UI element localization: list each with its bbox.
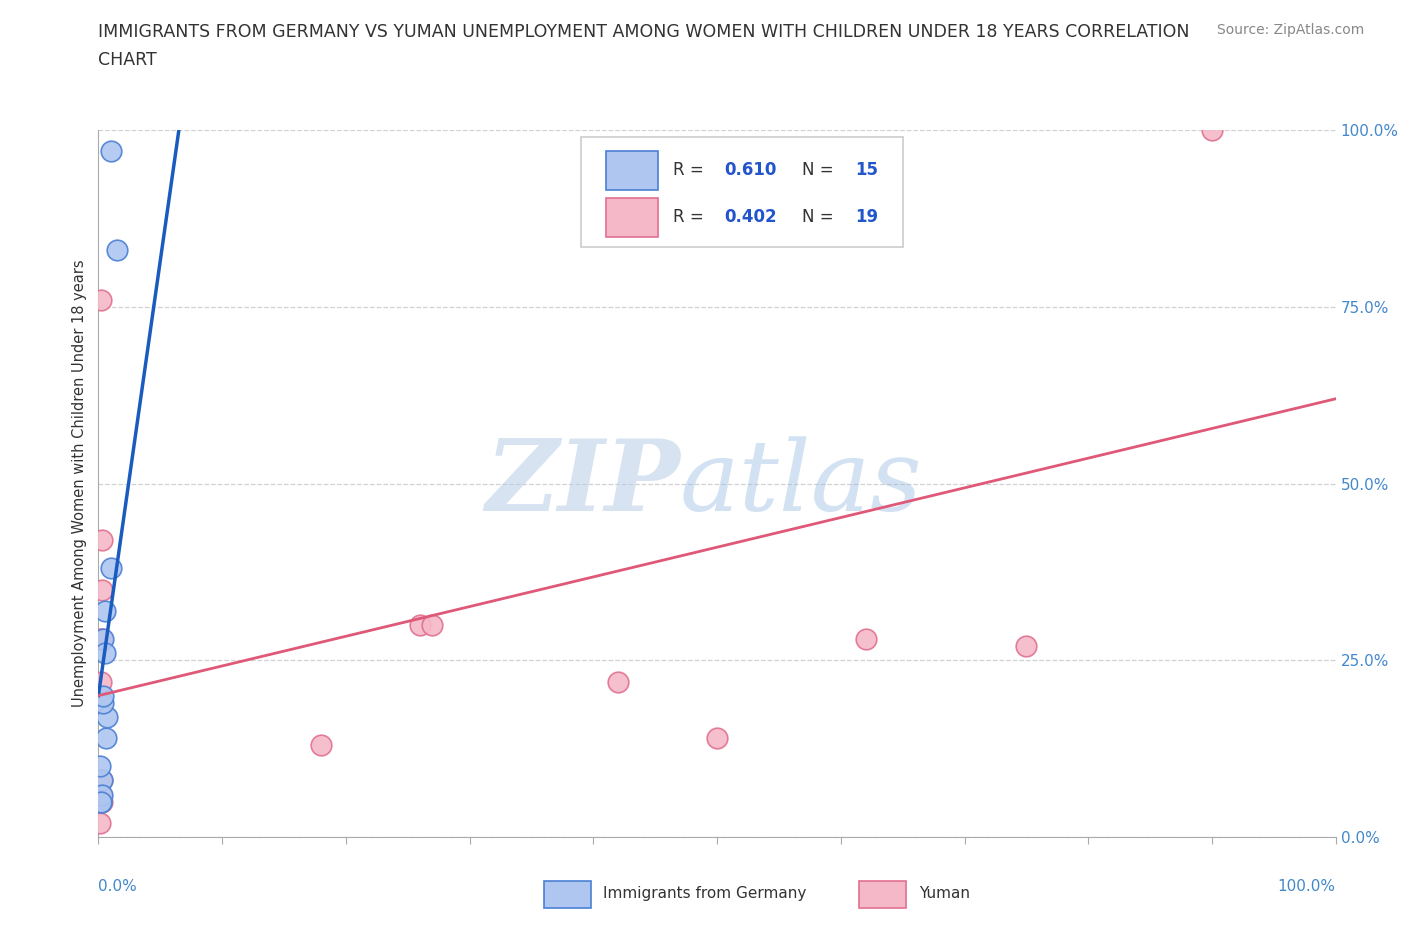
FancyBboxPatch shape bbox=[606, 151, 658, 190]
Text: 0.0%: 0.0% bbox=[98, 880, 138, 895]
Point bbox=[91, 696, 114, 711]
Text: CHART: CHART bbox=[98, 51, 157, 69]
Text: 0.402: 0.402 bbox=[724, 208, 778, 226]
Text: ZIP: ZIP bbox=[485, 435, 681, 532]
Y-axis label: Unemployment Among Women with Children Under 18 years: Unemployment Among Women with Children U… bbox=[72, 259, 87, 708]
Point bbox=[1201, 123, 1223, 138]
Point bbox=[89, 816, 111, 830]
Point bbox=[90, 773, 112, 788]
Point bbox=[100, 144, 122, 159]
Text: 15: 15 bbox=[856, 162, 879, 179]
Text: N =: N = bbox=[803, 162, 839, 179]
Text: 0.610: 0.610 bbox=[724, 162, 778, 179]
Point bbox=[93, 604, 115, 618]
Point bbox=[706, 731, 728, 746]
Point bbox=[1015, 639, 1038, 654]
Point bbox=[90, 794, 112, 809]
FancyBboxPatch shape bbox=[859, 881, 907, 908]
Text: IMMIGRANTS FROM GERMANY VS YUMAN UNEMPLOYMENT AMONG WOMEN WITH CHILDREN UNDER 18: IMMIGRANTS FROM GERMANY VS YUMAN UNEMPLO… bbox=[98, 23, 1189, 41]
Text: 19: 19 bbox=[856, 208, 879, 226]
Point bbox=[105, 243, 128, 258]
Point bbox=[91, 787, 114, 802]
Point bbox=[309, 737, 332, 752]
Point bbox=[409, 618, 432, 632]
Point bbox=[90, 794, 112, 809]
Point bbox=[90, 292, 112, 307]
Text: N =: N = bbox=[803, 208, 839, 226]
Text: R =: R = bbox=[672, 208, 709, 226]
FancyBboxPatch shape bbox=[606, 198, 658, 236]
Text: R =: R = bbox=[672, 162, 709, 179]
Point bbox=[91, 794, 114, 809]
Point bbox=[607, 674, 630, 689]
Text: atlas: atlas bbox=[681, 436, 922, 531]
Point bbox=[96, 710, 118, 724]
Text: Yuman: Yuman bbox=[918, 886, 970, 901]
Point bbox=[93, 645, 115, 660]
Point bbox=[100, 561, 122, 576]
Point bbox=[90, 794, 112, 809]
Point bbox=[90, 674, 112, 689]
Point bbox=[93, 631, 115, 646]
Point bbox=[89, 759, 111, 774]
Point bbox=[89, 631, 111, 646]
Point bbox=[90, 631, 112, 646]
Text: 100.0%: 100.0% bbox=[1278, 880, 1336, 895]
Point bbox=[93, 688, 115, 703]
Point bbox=[91, 582, 114, 597]
Point bbox=[422, 618, 444, 632]
Point bbox=[90, 533, 112, 548]
Point bbox=[855, 631, 877, 646]
FancyBboxPatch shape bbox=[544, 881, 591, 908]
FancyBboxPatch shape bbox=[581, 138, 903, 246]
Text: Immigrants from Germany: Immigrants from Germany bbox=[603, 886, 807, 901]
Point bbox=[91, 773, 114, 788]
Point bbox=[90, 787, 112, 802]
Text: Source: ZipAtlas.com: Source: ZipAtlas.com bbox=[1216, 23, 1364, 37]
Point bbox=[94, 731, 117, 746]
